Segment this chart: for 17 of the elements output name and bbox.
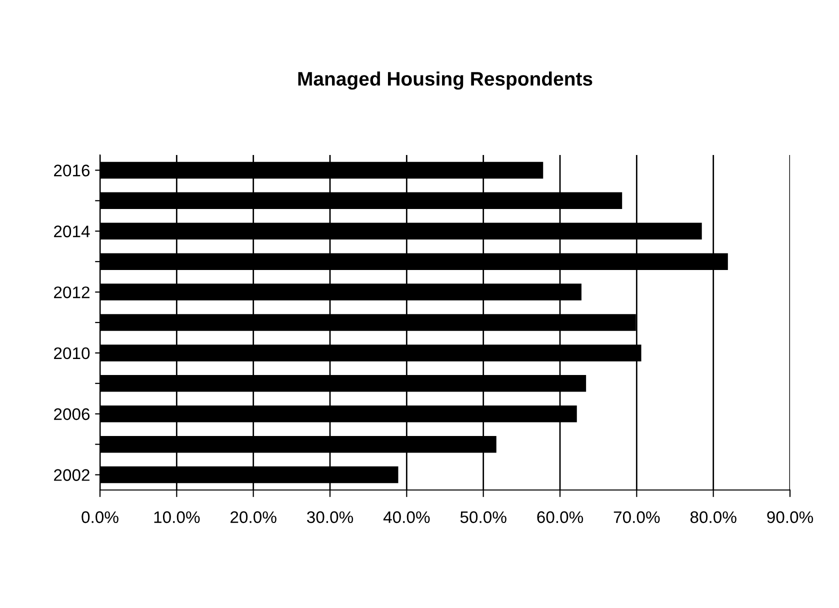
y-tick-label: 2016 <box>54 164 90 176</box>
x-tick-label: 80.0% <box>690 511 736 524</box>
y-tick-label: 2002 <box>54 469 90 481</box>
x-tick-label: 40.0% <box>383 511 430 524</box>
x-tick-label: 30.0% <box>307 511 354 524</box>
x-tick-label: 50.0% <box>460 511 506 524</box>
y-tick-label: 2014 <box>54 226 90 238</box>
x-tick-label: 0.0% <box>82 511 118 524</box>
chart-title: Managed Housing Respondents <box>298 71 592 90</box>
x-tick-label: 90.0% <box>767 511 814 524</box>
y-tick-label: 2010 <box>54 347 90 360</box>
x-tick-label: 20.0% <box>230 511 276 524</box>
x-tick-label: 60.0% <box>537 511 584 524</box>
x-tick-label: 10.0% <box>154 511 200 524</box>
x-tick-label: 70.0% <box>614 511 660 524</box>
y-tick-label: 2012 <box>54 286 90 298</box>
y-tick-label: 2006 <box>54 408 90 420</box>
